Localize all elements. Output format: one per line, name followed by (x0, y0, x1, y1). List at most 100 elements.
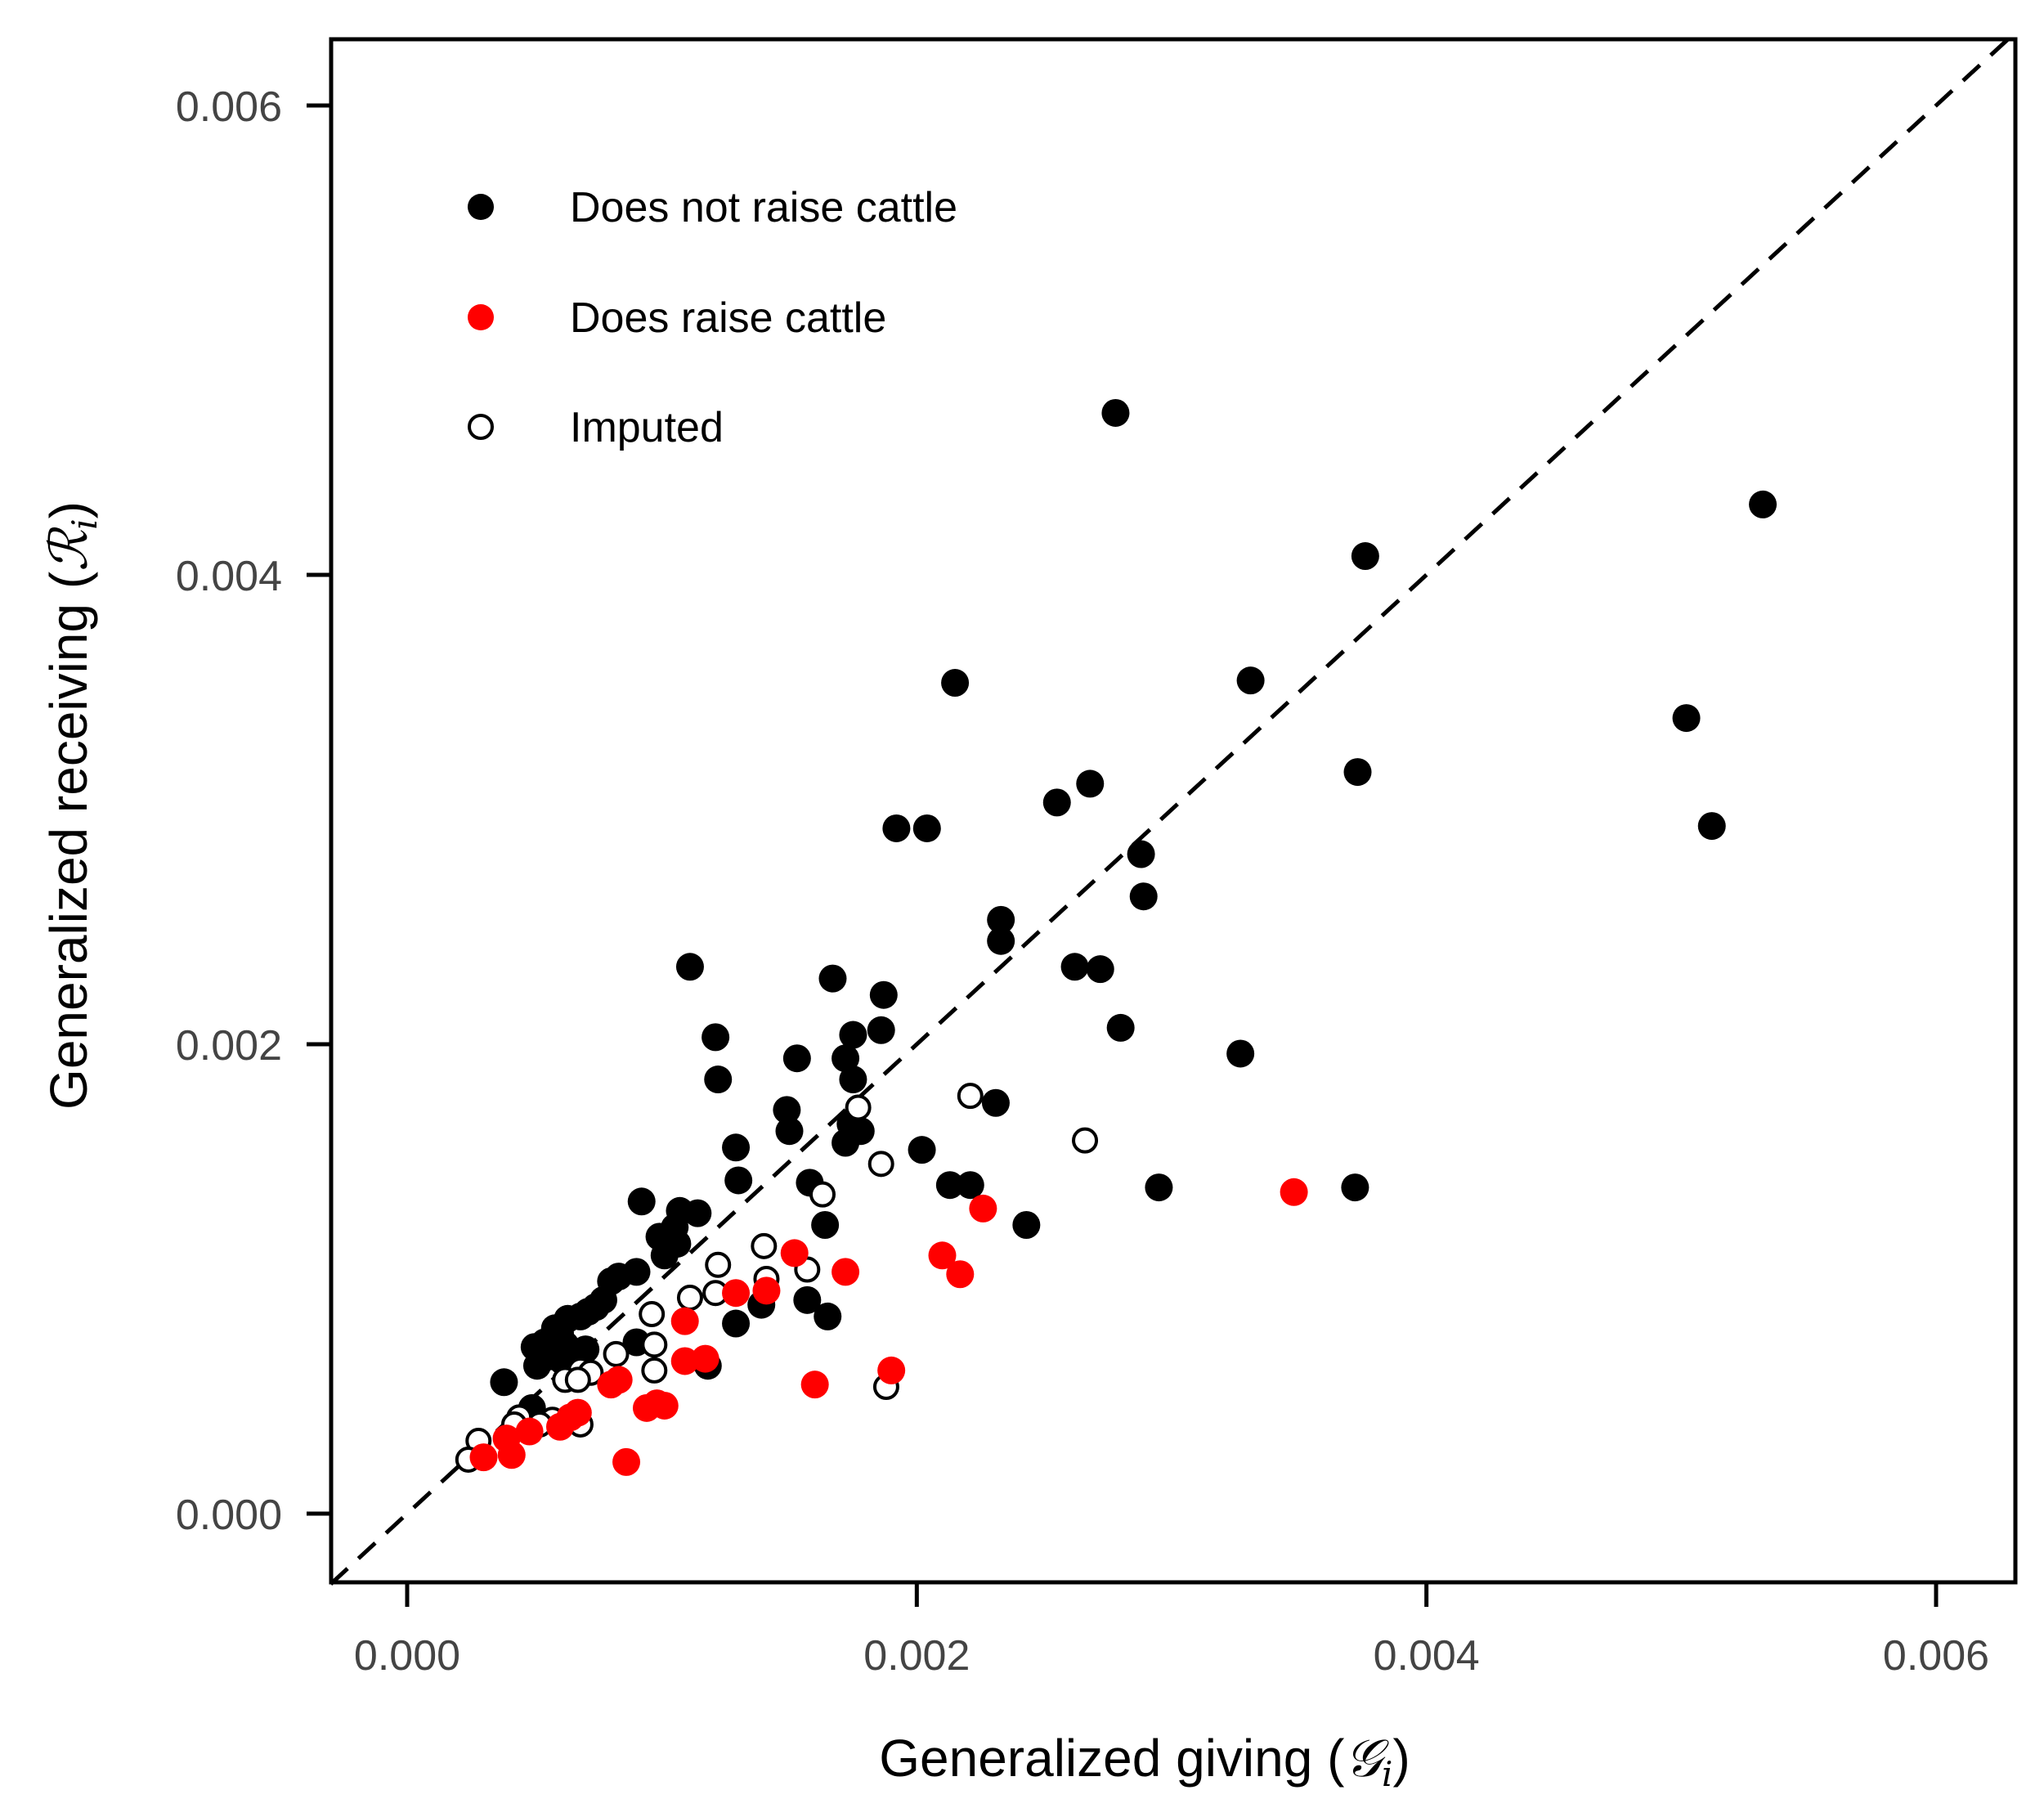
data-point-no-cattle (1086, 955, 1114, 984)
data-point-imputed (603, 1340, 630, 1367)
legend-label-cattle: Does raise cattle (570, 294, 886, 342)
plot-area-frame (329, 37, 2018, 1585)
legend-label-imputed: Imputed (570, 404, 724, 451)
data-point-no-cattle (1106, 1013, 1135, 1042)
data-point-no-cattle (773, 1096, 801, 1124)
data-point-cattle (722, 1279, 751, 1308)
y-axis-ticks: 0.000 0.002 0.004 0.006 (176, 83, 331, 1539)
data-point-cattle (969, 1194, 997, 1223)
data-point-imputed (564, 1366, 591, 1393)
data-point-no-cattle (566, 1302, 594, 1330)
data-point-imputed (867, 1151, 894, 1178)
data-point-imputed (641, 1357, 668, 1384)
data-point-no-cattle (912, 814, 941, 842)
data-point-cattle (497, 1441, 526, 1469)
data-point-imputed (641, 1331, 668, 1358)
legend: Does not raise cattle Does raise cattle … (468, 184, 957, 451)
y-tick-label: 0.002 (176, 1022, 282, 1070)
legend-marker-imputed (468, 414, 494, 440)
data-point-no-cattle (987, 926, 1015, 955)
data-point-cattle (752, 1276, 781, 1305)
data-point-cattle (650, 1391, 679, 1420)
data-point-no-cattle (882, 814, 911, 842)
data-point-no-cattle (1127, 840, 1155, 868)
data-point-cattle (546, 1412, 574, 1441)
data-point-no-cattle (1145, 1173, 1173, 1202)
data-point-no-cattle (1012, 1210, 1041, 1239)
data-point-no-cattle (490, 1368, 518, 1397)
data-point-no-cattle (572, 1335, 600, 1364)
y-tick-label: 0.004 (176, 553, 282, 600)
data-point-no-cattle (831, 1128, 860, 1157)
data-point-no-cattle (675, 953, 704, 981)
data-point-no-cattle (1236, 666, 1265, 695)
data-point-imputed (676, 1284, 703, 1311)
y-axis-label: Generalized receiving (ℛi) (39, 501, 105, 1110)
data-point-no-cattle (867, 1016, 895, 1044)
data-point-cattle (780, 1239, 809, 1267)
x-tick-label: 0.006 (1883, 1632, 1989, 1680)
data-point-no-cattle (722, 1309, 751, 1338)
legend-item-imputed: Imputed (468, 404, 724, 451)
data-point-no-cattle (793, 1285, 822, 1314)
data-point-imputed (809, 1181, 836, 1208)
data-point-cattle (946, 1260, 975, 1289)
data-point-no-cattle (831, 1044, 860, 1073)
reference-diagonal-line (329, 34, 2015, 1586)
x-axis-label: Generalized giving (𝒢i) (879, 1729, 1410, 1794)
data-point-no-cattle (724, 1166, 753, 1195)
data-point-no-cattle (627, 1187, 656, 1216)
data-point-cattle (670, 1347, 699, 1375)
x-tick-label: 0.004 (1374, 1632, 1480, 1680)
data-point-no-cattle (987, 905, 1015, 934)
data-point-no-cattle (981, 1088, 1010, 1117)
data-point-no-cattle (908, 1136, 936, 1164)
data-point-no-cattle (814, 1302, 842, 1330)
data-point-cattle (800, 1371, 829, 1399)
legend-marker-cattle (468, 304, 494, 330)
data-point-no-cattle (1672, 704, 1701, 733)
data-point-no-cattle (839, 1021, 867, 1049)
x-axis-ticks: 0.000 0.002 0.004 0.006 (354, 1582, 1989, 1680)
data-point-no-cattle (1076, 769, 1105, 798)
data-point-imputed (957, 1083, 984, 1110)
y-tick-label: 0.000 (176, 1492, 282, 1539)
data-point-no-cattle (775, 1117, 804, 1146)
data-point-no-cattle (722, 1133, 751, 1162)
data-point-no-cattle (1343, 758, 1372, 787)
data-point-imputed (751, 1232, 778, 1259)
y-tick-label: 0.006 (176, 83, 282, 131)
legend-label-no-cattle: Does not raise cattle (570, 184, 957, 231)
legend-item-cattle: Does raise cattle (468, 294, 886, 342)
data-point-no-cattle (704, 1066, 733, 1094)
data-point-no-cattle (684, 1199, 712, 1227)
data-point-no-cattle (935, 1171, 964, 1200)
data-point-no-cattle (811, 1210, 840, 1239)
data-point-cattle (469, 1443, 498, 1472)
data-point-no-cattle (522, 1352, 551, 1380)
data-point-cattle (604, 1366, 633, 1394)
data-point-cattle (1280, 1178, 1308, 1206)
data-point-no-cattle (1042, 788, 1071, 817)
data-point-no-cattle (1697, 812, 1726, 841)
data-point-no-cattle (956, 1171, 984, 1200)
data-point-no-cattle (702, 1023, 730, 1052)
x-tick-label: 0.002 (863, 1632, 970, 1680)
data-point-cattle (612, 1447, 641, 1476)
data-point-no-cattle (1351, 542, 1379, 571)
data-point-no-cattle (839, 1066, 867, 1094)
data-point-no-cattle (869, 980, 898, 1009)
data-point-no-cattle (1749, 490, 1777, 518)
data-point-cattle (670, 1307, 699, 1335)
data-point-no-cattle (818, 964, 847, 993)
data-point-imputed (639, 1301, 666, 1328)
data-point-cattle (691, 1344, 719, 1373)
data-point-cattle (877, 1356, 906, 1384)
data-point-cattle (515, 1417, 544, 1446)
data-point-no-cattle (1341, 1173, 1369, 1202)
data-point-no-cattle (1226, 1039, 1255, 1068)
data-point-no-cattle (1129, 882, 1158, 911)
data-point-imputed (705, 1251, 732, 1278)
